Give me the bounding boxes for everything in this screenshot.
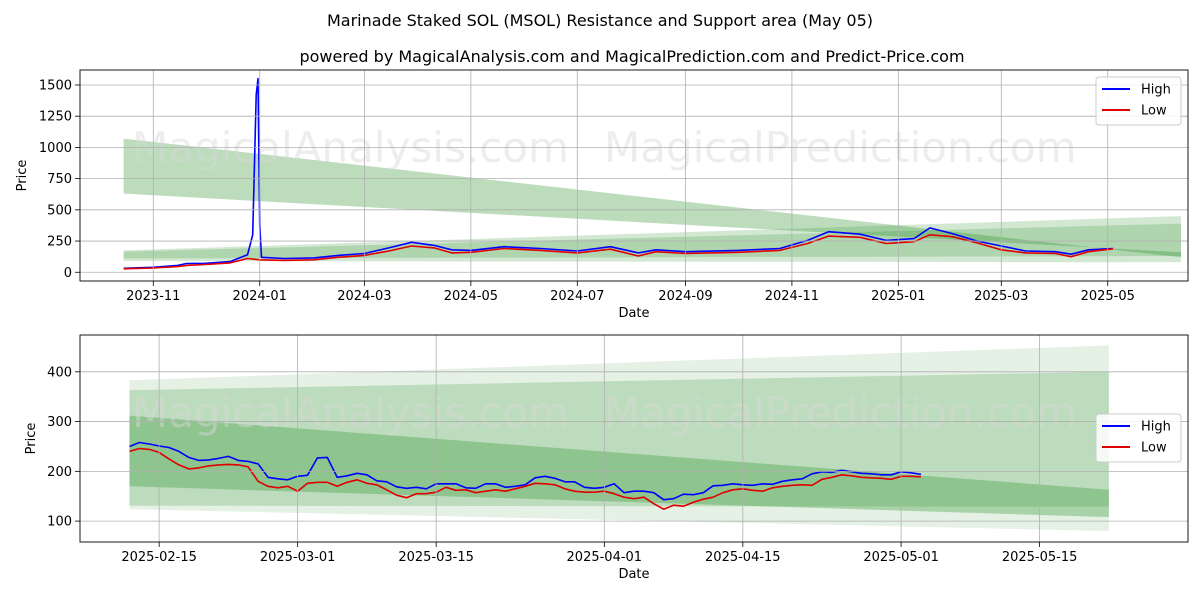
y-axis-label: Price (15, 160, 30, 192)
axes-frame (79, 69, 1189, 282)
y-tick-label: 1000 (39, 141, 72, 156)
x-tick-label: 2025-05-01 (863, 550, 939, 565)
plot-area: MagicalAnalysis.com MagicalPrediction.com (129, 345, 1109, 532)
legend: High Low (1095, 413, 1182, 463)
x-tick-label: 2024-09 (658, 289, 712, 304)
watermark-lower-0: MagicalAnalysis.com (132, 276, 569, 325)
series-line-low (129, 447, 921, 510)
legend-label-low: Low (1141, 104, 1167, 119)
x-tick-label: 2025-03-01 (260, 550, 336, 565)
series-line-high (129, 441, 922, 501)
chart-subtitle: powered by MagicalAnalysis.com and Magic… (299, 47, 964, 66)
y-tick-label: 1500 (39, 78, 72, 93)
y-tick-label: 400 (47, 365, 72, 380)
x-axis-label: Date (618, 567, 649, 582)
x-tick-label: 2025-05-15 (1002, 550, 1078, 565)
x-tick-label: 2024-11 (765, 289, 819, 304)
legend: High Low (1095, 76, 1182, 126)
y-tick-label: 200 (47, 465, 72, 480)
support-resistance-band-0 (123, 138, 1182, 258)
y-tick-label: 250 (47, 235, 72, 250)
y-tick-label: 1250 (39, 110, 72, 125)
y-tick-label: 100 (47, 515, 72, 530)
y-tick-label: 0 (64, 266, 72, 281)
watermark-lower-1: MagicalPrediction.com (604, 276, 1077, 325)
x-tick-label: 2025-03 (974, 289, 1028, 304)
x-tick-label: 2024-05 (444, 289, 498, 304)
chart-title: Marinade Staked SOL (MSOL) Resistance an… (327, 11, 873, 30)
x-tick-label: 2025-04-15 (705, 550, 781, 565)
y-tick-label: 300 (47, 415, 72, 430)
series-line-low (123, 234, 1114, 270)
legend-label-low: Low (1141, 441, 1167, 456)
x-tick-label: 2025-04-01 (567, 550, 643, 565)
watermark-1: MagicalPrediction.com (604, 388, 1077, 437)
y-axis-label: Price (24, 423, 39, 455)
x-tick-label: 2025-02-15 (121, 550, 197, 565)
legend-label-high: High (1141, 83, 1171, 98)
y-tick-label: 500 (47, 203, 72, 218)
legend-label-high: High (1141, 420, 1171, 435)
x-tick-label: 2025-05 (1081, 289, 1135, 304)
axes-frame (79, 334, 1189, 543)
top-panel: MagicalAnalysis.comMagicalAnalysis.comMa… (15, 69, 1189, 325)
x-tick-label: 2024-03 (337, 289, 391, 304)
x-tick-label: 2024-01 (233, 289, 287, 304)
x-tick-label: 2025-03-15 (398, 550, 474, 565)
x-tick-label: 2025-01 (871, 289, 925, 304)
y-tick-label: 750 (47, 172, 72, 187)
bottom-panel: MagicalAnalysis.com MagicalPrediction.com… (24, 334, 1189, 582)
x-tick-label: 2023-11 (126, 289, 180, 304)
series-line-high (123, 77, 1114, 270)
support-resistance-band-0 (129, 415, 1109, 518)
watermark-0: MagicalAnalysis.com (132, 388, 569, 437)
x-tick-label: 2024-07 (550, 289, 604, 304)
x-axis-label: Date (618, 306, 649, 321)
